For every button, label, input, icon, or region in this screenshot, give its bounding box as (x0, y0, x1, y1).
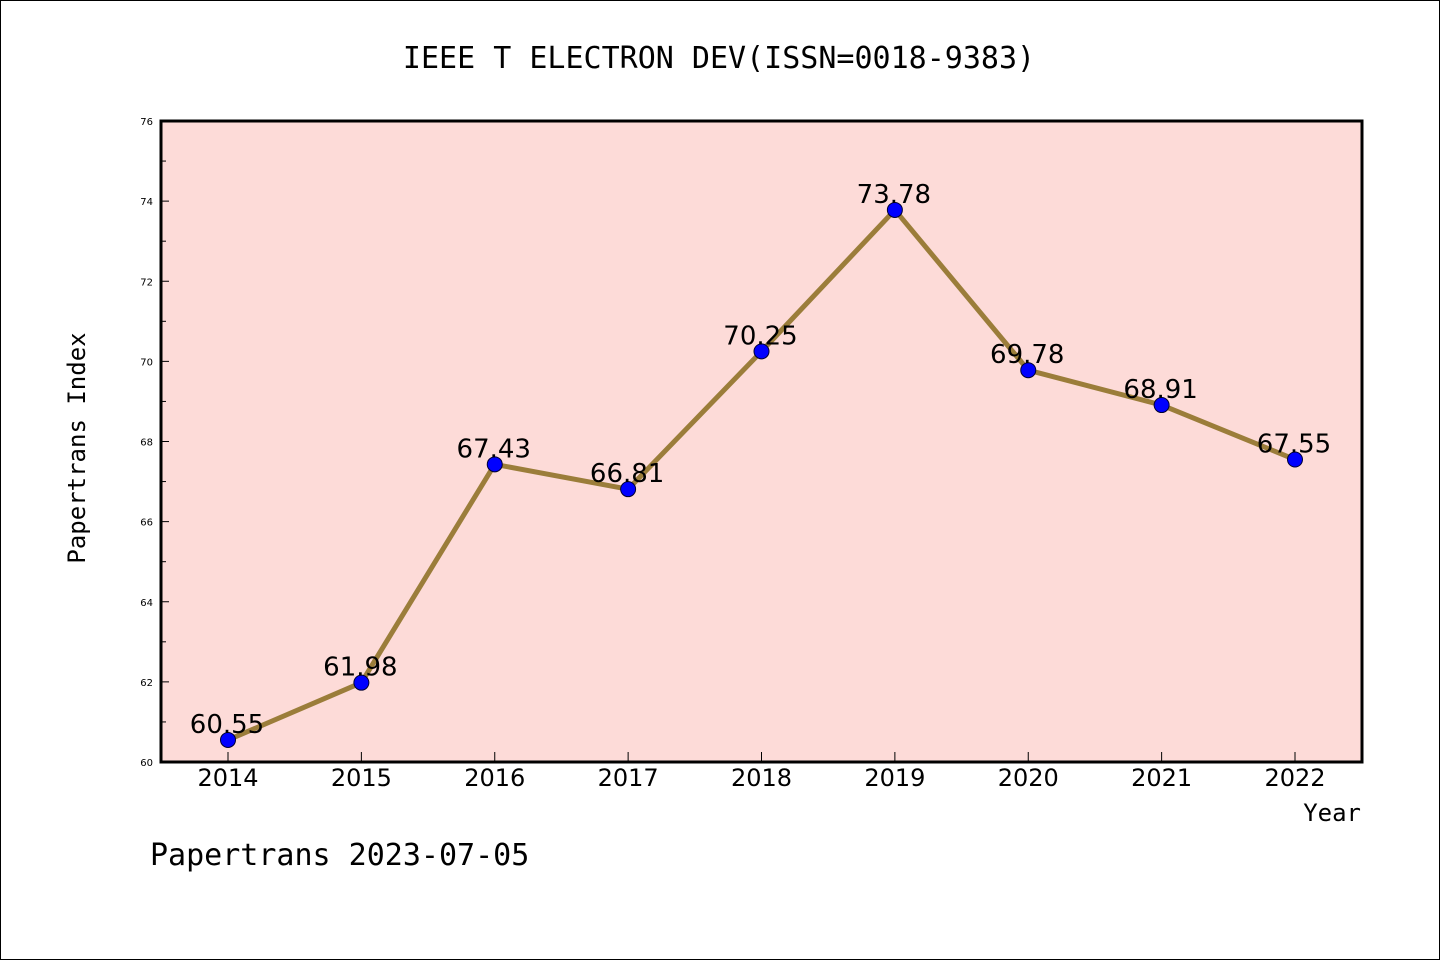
data-label: 60.55 (190, 710, 264, 740)
x-tick-label: 2014 (197, 764, 258, 792)
data-point (886, 201, 903, 218)
y-tick-label: 72 (140, 277, 153, 288)
data-point (486, 456, 503, 473)
data-label: 66.81 (590, 459, 664, 489)
x-tick-label: 2017 (598, 764, 659, 792)
data-label: 67.43 (457, 434, 531, 464)
plot-area (161, 121, 1362, 762)
data-point (620, 481, 637, 498)
series-group: 60.55 61.98 67.43 66.81 70.25 73.78 69.78 68.91… (190, 180, 1331, 748)
y-tick-label: 66 (140, 518, 153, 529)
x-tick-label: 2018 (731, 764, 792, 792)
y-tick-label: 64 (140, 598, 153, 609)
x-tick-label: 2020 (998, 764, 1059, 792)
x-tick-label: 2022 (1264, 764, 1325, 792)
y-tick-label: 76 (140, 117, 153, 128)
data-point (1153, 397, 1170, 414)
data-label: 69.78 (990, 340, 1064, 370)
data-point (1287, 451, 1303, 468)
data-label: 70.25 (723, 321, 797, 351)
x-tick-label: 2016 (464, 764, 525, 792)
x-axis-label: Year (1303, 799, 1361, 827)
x-tick-label: 2015 (331, 764, 392, 792)
y-tick-label: 60 (140, 758, 153, 769)
footer-date: Papertrans 2023-07-05 (150, 838, 529, 873)
data-label: 73.78 (857, 180, 931, 210)
y-axis-label: Papertrans Index (63, 332, 91, 563)
x-axis-ticks: 2014 2015 2016 2017 2018 2019 2020 2021 2022 (197, 752, 1326, 792)
data-label: 68.91 (1123, 375, 1197, 405)
x-tick-label: 2019 (864, 764, 925, 792)
chart-title: IEEE T ELECTRON DEV(ISSN=0018-9383) (403, 41, 1035, 76)
data-point (353, 674, 370, 691)
x-tick-label: 2021 (1131, 764, 1192, 792)
data-label: 61.98 (323, 653, 397, 683)
y-tick-label: 74 (140, 197, 153, 208)
data-point (753, 343, 770, 360)
plot-border (159, 119, 1364, 764)
y-tick-label: 70 (140, 357, 153, 368)
data-label: 67.55 (1257, 430, 1331, 460)
data-point (220, 731, 236, 748)
data-point (1020, 362, 1037, 379)
y-tick-label: 68 (140, 438, 153, 449)
y-tick-label: 62 (140, 678, 153, 689)
